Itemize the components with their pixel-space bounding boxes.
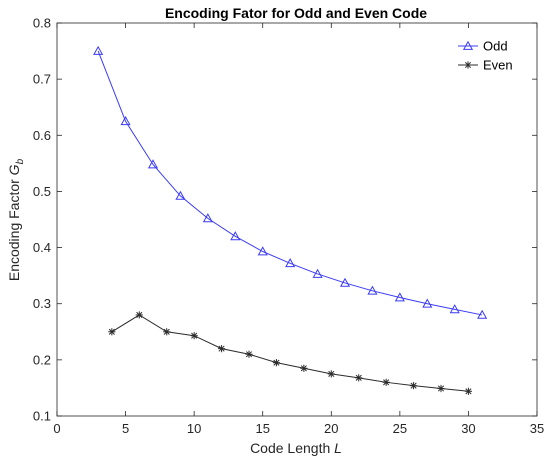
data-point-odd: [339, 277, 351, 287]
y-axis: 0.1 0.2 0.3 0.4 0.5 0.6 0.7 0.8: [33, 16, 537, 424]
data-point-odd: [257, 246, 268, 256]
plot-border: [56, 22, 538, 417]
legend-label-odd: Odd: [483, 39, 508, 54]
data-point-odd: [147, 159, 159, 169]
data-point-odd: [202, 213, 213, 223]
data-point-even: [300, 364, 308, 372]
data-point-odd: [394, 292, 405, 302]
x-axis: 0 5 10 15 20 25 30 35: [53, 23, 544, 436]
data-point-odd: [449, 304, 460, 314]
y-tick-label: 0.1: [33, 409, 51, 424]
data-point-odd: [93, 45, 104, 55]
legend-label-even: Even: [483, 58, 513, 73]
data-point-even: [464, 387, 473, 395]
data-point-even: [409, 382, 418, 390]
data-point-odd: [477, 309, 488, 319]
data-point-even: [108, 328, 116, 336]
x-tick-label: 10: [187, 421, 201, 436]
data-point-odd: [120, 116, 131, 126]
data-point-even: [355, 374, 363, 382]
series-layer: [93, 45, 488, 395]
data-point-even: [245, 350, 253, 358]
y-tick-label: 0.3: [33, 296, 51, 311]
data-point-even: [217, 345, 226, 353]
data-point-even: [437, 384, 445, 393]
data-point-even: [163, 328, 171, 336]
data-point-even: [190, 332, 198, 340]
x-tick-label: 0: [53, 421, 60, 436]
y-tick-label: 0.2: [33, 352, 51, 367]
data-point-odd: [312, 268, 323, 278]
series-even: [108, 311, 473, 395]
y-tick-label: 0.8: [33, 16, 51, 31]
data-point-even: [327, 370, 335, 378]
x-tick-label: 15: [255, 421, 269, 436]
x-tick-label: 35: [530, 421, 544, 436]
data-point-odd: [367, 285, 378, 295]
series-odd: [93, 45, 488, 319]
legend-marker-odd: [462, 40, 474, 50]
y-tick-label: 0.4: [33, 240, 51, 255]
legend-marker-even: [464, 61, 472, 69]
y-tick-label: 0.7: [33, 72, 51, 87]
data-point-even: [272, 359, 281, 367]
data-point-odd: [175, 190, 186, 200]
legend-item-even: Even: [458, 58, 513, 73]
x-tick-label: 20: [324, 421, 338, 436]
x-tick-label: 5: [122, 421, 129, 436]
plot-area: [56, 22, 538, 417]
x-axis-label: Code Length L: [250, 440, 342, 456]
x-tick-label: 30: [461, 421, 475, 436]
y-axis-label: Encoding Factor Gb: [6, 158, 26, 281]
x-tick-label: 25: [393, 421, 407, 436]
series-line-even: [111, 314, 469, 392]
chart-title: Encoding Fator for Odd and Even Code: [165, 5, 427, 21]
data-point-odd: [285, 258, 296, 268]
series-line-odd: [97, 50, 483, 316]
legend-item-odd: Odd: [458, 39, 508, 54]
legend: Odd Even: [458, 39, 513, 73]
data-point-odd: [230, 231, 241, 241]
data-point-odd: [422, 298, 433, 308]
y-tick-label: 0.5: [33, 184, 51, 199]
data-point-even: [382, 378, 390, 386]
y-tick-label: 0.6: [33, 128, 51, 143]
data-point-even: [135, 311, 143, 319]
